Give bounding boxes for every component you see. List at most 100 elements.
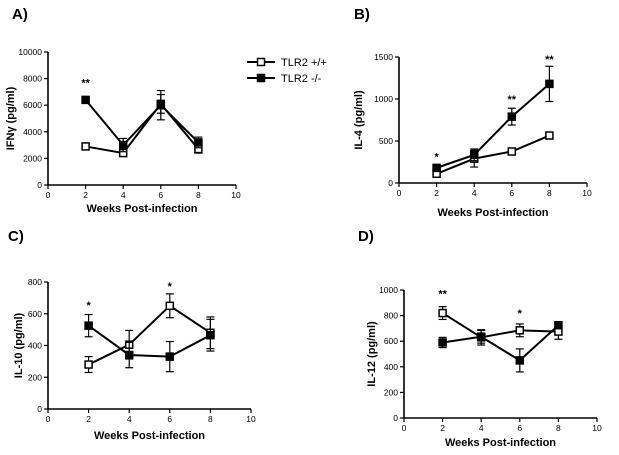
series-line-2 <box>442 324 560 362</box>
x-axis-title: Weeks Post-infection <box>445 437 556 449</box>
panel-letter: D) <box>358 228 374 245</box>
x-tick-label: 4 <box>127 414 132 424</box>
series-line-2 <box>84 99 200 147</box>
legend-label-ko: TLR2 -/- <box>281 73 322 85</box>
significance-marker: * <box>518 308 523 320</box>
legend-marker-wt <box>256 57 266 67</box>
panel-2: B) 0 2 4 6 8 10 0 500 1000 1500 Weeks Post-infectio… <box>353 6 592 219</box>
x-tick-label: 0 <box>397 188 402 198</box>
data-point-filled <box>554 320 563 330</box>
panel-letter: B) <box>354 6 370 23</box>
data-point-open <box>165 301 175 311</box>
y-tick-label: 800 <box>384 311 398 321</box>
x-axis-title: Weeks Post-infection <box>86 203 197 215</box>
x-tick-label: 2 <box>440 423 445 433</box>
data-point-filled <box>476 332 486 341</box>
y-tick-label: 600 <box>28 309 42 319</box>
data-point-filled <box>469 150 479 160</box>
series-line-1 <box>436 134 550 175</box>
data-point-filled <box>515 356 525 365</box>
legend: TLR2 +/+ TLR2 -/- <box>247 57 327 85</box>
y-tick-label: 10000 <box>18 47 42 57</box>
y-axis-title: IL-4 (pg/ml) <box>353 90 365 150</box>
significance-marker: * <box>168 281 173 293</box>
y-tick-label: 4000 <box>23 127 42 137</box>
x-axis-title: Weeks Post-infection <box>437 207 548 219</box>
data-point-filled <box>507 112 517 121</box>
data-point-filled <box>165 352 175 361</box>
x-tick-label: 4 <box>121 190 126 200</box>
legend-label-wt: TLR2 +/+ <box>281 57 327 69</box>
data-point-open <box>515 326 525 335</box>
y-axis-title: IL-12 (pg/ml) <box>366 321 378 387</box>
x-tick-label: 0 <box>46 190 51 200</box>
x-tick-label: 2 <box>86 414 91 424</box>
significance-marker: ** <box>508 94 517 106</box>
data-point-open <box>438 308 447 318</box>
x-tick-label: 8 <box>196 190 201 200</box>
data-point-filled <box>84 321 93 330</box>
y-tick-label: 0 <box>388 178 393 188</box>
data-point-filled <box>206 330 215 340</box>
data-point-open <box>545 131 554 140</box>
data-point-filled <box>81 95 90 105</box>
significance-marker: * <box>434 151 439 163</box>
x-tick-label: 0 <box>402 423 407 433</box>
data-point-open <box>81 142 90 151</box>
x-tick-label: 8 <box>547 188 552 198</box>
data-point-open <box>84 360 93 369</box>
series-line-1 <box>85 102 200 155</box>
significance-marker: ** <box>545 54 554 66</box>
y-tick-label: 2000 <box>23 153 42 163</box>
x-tick-label: 6 <box>509 188 514 198</box>
data-point-filled <box>545 79 554 89</box>
y-tick-label: 200 <box>384 387 398 397</box>
x-tick-label: 0 <box>46 414 51 424</box>
y-tick-label: 0 <box>37 180 42 190</box>
series-line-2 <box>436 83 551 169</box>
series-line-2 <box>88 324 211 358</box>
data-point-filled <box>432 163 441 173</box>
y-tick-label: 1000 <box>379 285 398 295</box>
panel-1: A) 0 2 4 6 8 10 0 2000 4000 6000 8000 10000 Weeks Pos… <box>5 6 241 215</box>
data-point-filled <box>118 140 128 150</box>
x-tick-label: 6 <box>167 414 172 424</box>
data-point-filled <box>438 338 447 347</box>
x-tick-label: 10 <box>246 414 256 424</box>
series-line-1 <box>88 304 211 366</box>
panel-letter: C) <box>8 228 24 245</box>
data-point-filled <box>194 138 203 147</box>
significance-marker: * <box>86 300 91 312</box>
y-axis-title: IFNγ (pg/ml) <box>5 86 17 150</box>
x-axis-title: Weeks Post-infection <box>94 430 205 442</box>
y-tick-label: 6000 <box>23 100 42 110</box>
y-tick-label: 500 <box>379 136 393 146</box>
data-point-filled <box>156 100 166 110</box>
x-tick-label: 4 <box>472 188 477 198</box>
x-tick-label: 8 <box>556 423 561 433</box>
y-tick-label: 0 <box>393 413 398 423</box>
data-point-filled <box>124 350 134 360</box>
y-tick-label: 400 <box>384 362 398 372</box>
significance-marker: ** <box>81 78 90 90</box>
x-tick-label: 2 <box>83 190 88 200</box>
x-tick-label: 10 <box>592 423 602 433</box>
x-tick-label: 8 <box>208 414 213 424</box>
y-tick-label: 600 <box>384 336 398 346</box>
panel-letter: A) <box>12 6 28 23</box>
significance-marker: ** <box>438 289 447 301</box>
y-tick-label: 400 <box>28 341 42 351</box>
x-tick-label: 6 <box>158 190 163 200</box>
x-tick-label: 6 <box>517 423 522 433</box>
y-tick-label: 1000 <box>374 94 393 104</box>
y-tick-label: 200 <box>28 372 42 382</box>
x-tick-label: 10 <box>582 188 592 198</box>
x-tick-label: 2 <box>434 188 439 198</box>
y-tick-label: 0 <box>37 404 42 414</box>
y-tick-label: 1500 <box>374 52 393 62</box>
series-line-1 <box>442 312 559 339</box>
panel-3: C) 0 2 4 6 8 10 0 200 400 600 800 Weeks Post-infecti… <box>8 228 256 442</box>
y-tick-label: 8000 <box>23 74 42 84</box>
y-tick-label: 800 <box>28 277 42 287</box>
